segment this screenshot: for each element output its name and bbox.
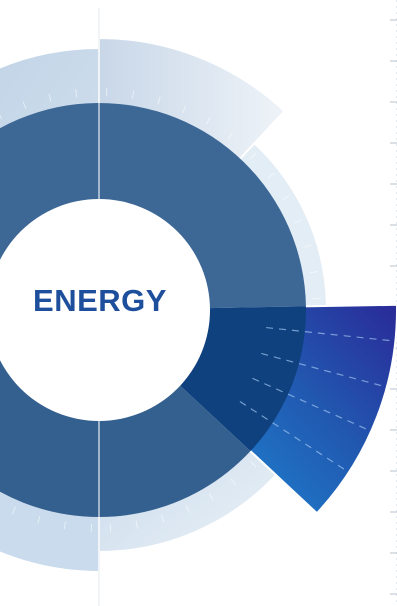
highlight-dash-line <box>239 400 350 473</box>
inner-ring-highlight <box>179 306 306 452</box>
outer-tick <box>0 114 3 120</box>
outer-tick <box>131 90 135 99</box>
inner-ring-main <box>0 103 306 309</box>
outer-tick <box>182 105 187 114</box>
outer-tick <box>63 521 67 530</box>
outer-tick <box>185 505 190 514</box>
highlight-dash-line <box>261 352 388 388</box>
inner-ring-lower <box>0 357 251 517</box>
outer-tick <box>227 132 234 140</box>
outer-tick <box>267 172 275 179</box>
highlight-dash-line <box>266 326 396 342</box>
outer-tick <box>48 93 52 102</box>
outer-tick <box>135 520 139 529</box>
outer-tick <box>11 506 16 515</box>
outer-tick <box>205 117 211 125</box>
outer-tick <box>208 493 214 501</box>
outer-tick <box>22 101 27 110</box>
outer-tick <box>282 195 290 201</box>
outer-tick <box>294 219 303 224</box>
outer-tick <box>230 478 237 486</box>
outer-tick <box>161 514 165 523</box>
outer-tick <box>249 460 257 468</box>
center-title: ENERGY <box>33 283 167 318</box>
highlight-dash-line <box>252 377 372 432</box>
outer-tick <box>157 96 161 105</box>
center-hole <box>0 199 210 421</box>
outer-tick <box>75 89 78 98</box>
outer-tick <box>37 515 41 524</box>
outer-tick <box>309 270 318 274</box>
outer-tick <box>249 152 257 160</box>
outer-tick <box>303 244 312 248</box>
dotted-tick-column <box>390 0 397 606</box>
